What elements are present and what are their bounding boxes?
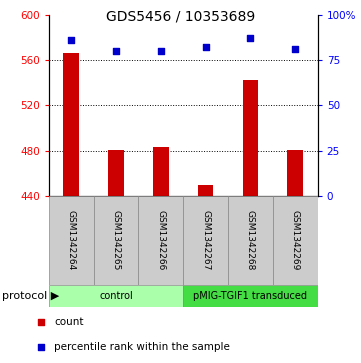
Text: count: count bbox=[54, 317, 84, 327]
Bar bbox=[183, 196, 228, 285]
Bar bbox=[63, 53, 79, 196]
Text: GSM1342267: GSM1342267 bbox=[201, 210, 210, 271]
Bar bbox=[108, 150, 124, 196]
Text: percentile rank within the sample: percentile rank within the sample bbox=[54, 342, 230, 352]
Bar bbox=[93, 196, 138, 285]
Bar bbox=[273, 196, 318, 285]
Point bbox=[39, 319, 44, 325]
Bar bbox=[243, 80, 258, 196]
Bar bbox=[49, 285, 183, 307]
Text: GDS5456 / 10353689: GDS5456 / 10353689 bbox=[106, 9, 255, 23]
Point bbox=[248, 35, 253, 41]
Text: GSM1342264: GSM1342264 bbox=[67, 211, 76, 270]
Bar bbox=[49, 196, 93, 285]
Bar bbox=[138, 196, 183, 285]
Text: GSM1342269: GSM1342269 bbox=[291, 210, 300, 271]
Text: pMIG-TGIF1 transduced: pMIG-TGIF1 transduced bbox=[193, 291, 308, 301]
Bar bbox=[287, 150, 303, 196]
Text: GSM1342265: GSM1342265 bbox=[112, 210, 121, 271]
Point bbox=[203, 44, 209, 50]
Text: GSM1342266: GSM1342266 bbox=[156, 210, 165, 271]
Point bbox=[39, 344, 44, 350]
Bar bbox=[228, 196, 273, 285]
Text: control: control bbox=[99, 291, 133, 301]
Text: GSM1342268: GSM1342268 bbox=[246, 210, 255, 271]
Point bbox=[68, 37, 74, 43]
Point bbox=[113, 48, 119, 54]
Point bbox=[158, 48, 164, 54]
Bar bbox=[153, 147, 169, 196]
Bar bbox=[198, 185, 213, 196]
Point bbox=[292, 46, 298, 52]
Bar bbox=[183, 285, 318, 307]
Text: protocol ▶: protocol ▶ bbox=[2, 291, 59, 301]
